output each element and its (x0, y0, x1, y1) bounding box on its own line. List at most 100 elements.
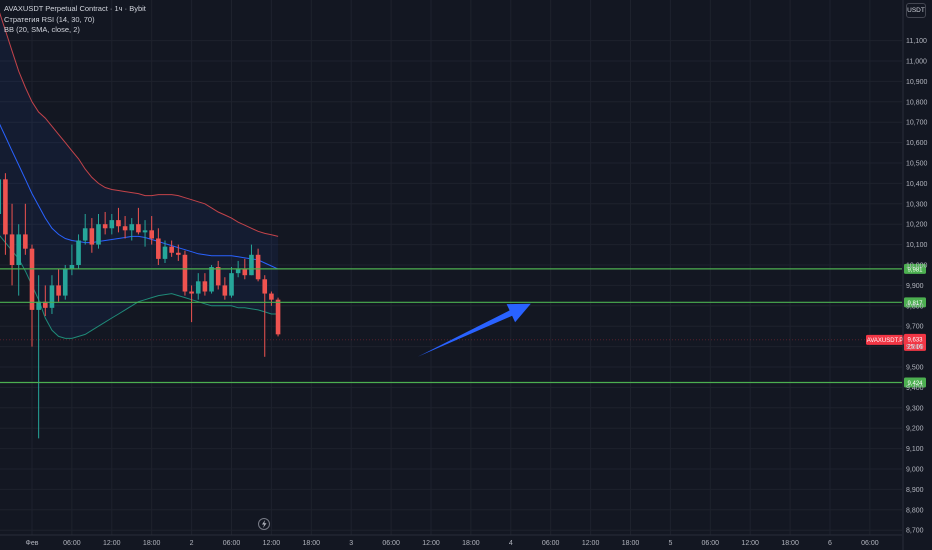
candle-body (176, 252, 181, 255)
price-tick-label: 10,200 (906, 222, 928, 229)
price-tick-label: 9,000 (906, 467, 924, 474)
time-tick-label: 06:00 (382, 540, 400, 547)
price-tick-label: 10,100 (906, 242, 928, 249)
candle-body (136, 224, 141, 233)
candle-body (122, 226, 128, 231)
candle (182, 250, 188, 296)
level-price-tag[interactable] (904, 377, 926, 388)
time-tick-label: 12:00 (103, 540, 121, 547)
candle (56, 269, 61, 302)
candle-body (162, 246, 168, 259)
candle-body (149, 230, 154, 239)
price-tick-label: 11,100 (906, 38, 927, 45)
bollinger-basis-line (0, 123, 279, 270)
time-tick-label: 06:00 (542, 540, 560, 547)
candle-body (96, 224, 101, 245)
bollinger-lower-line (0, 235, 279, 339)
candle-body (69, 265, 75, 270)
candle-body (169, 246, 174, 253)
candle (89, 218, 95, 253)
candle (255, 248, 261, 282)
time-tick-label: 18:00 (303, 540, 321, 547)
time-tick-label: 06:00 (223, 540, 241, 547)
candle (9, 203, 15, 286)
candle-body (242, 269, 248, 276)
candle (169, 240, 174, 257)
price-tick-label: 9,500 (906, 365, 924, 372)
candle (229, 267, 234, 298)
candle-body (129, 224, 135, 231)
candle (76, 234, 81, 270)
lightning-icon[interactable] (258, 518, 270, 530)
arrow-shape[interactable] (417, 303, 531, 357)
candle-body (189, 291, 194, 294)
time-tick-label: 12:00 (741, 540, 759, 547)
price-tick-label: 10,300 (906, 201, 928, 208)
time-tick-label: 06:00 (861, 540, 879, 547)
candle (222, 277, 228, 300)
candle-body (56, 285, 61, 296)
candle (29, 244, 35, 347)
symbol-tag[interactable] (866, 334, 904, 345)
candle-body (202, 281, 208, 292)
candle-body (156, 238, 161, 259)
price-tick-label: 9,800 (906, 303, 924, 310)
candle (149, 216, 154, 245)
candle (43, 285, 48, 316)
indicator-rsi-strategy[interactable]: Стратегия RSI (14, 30, 70) (4, 14, 95, 24)
time-tick-label: 12:00 (422, 540, 440, 547)
level-price-tag[interactable] (904, 263, 926, 274)
candle (136, 207, 141, 235)
candle (129, 218, 135, 241)
candle-body (195, 281, 201, 294)
grid-lines (0, 0, 902, 535)
price-tick-label: 8,900 (906, 487, 924, 494)
candle-body (49, 285, 55, 308)
currency-button[interactable]: USDT (906, 3, 926, 18)
arrow-annotation[interactable] (417, 303, 531, 357)
level-price-tag[interactable] (904, 297, 926, 308)
price-tick-label: 9,900 (906, 283, 924, 290)
time-tick-label: 06:00 (63, 540, 81, 547)
time-tick-label: 12:00 (263, 540, 281, 547)
time-tick-label: 5 (668, 540, 672, 547)
time-tick-label: 2 (190, 540, 194, 547)
bollinger-fill (0, 13, 279, 339)
price-tick-label: 8,700 (906, 528, 924, 535)
time-tick-label: 06:00 (702, 540, 720, 547)
candle-body (43, 301, 48, 308)
price-tick-label: 10,600 (906, 140, 928, 147)
candle (262, 275, 268, 357)
symbol-title[interactable]: AVAXUSDT Perpetual Contract · 1ч · Bybit (4, 4, 146, 13)
candle (162, 240, 168, 263)
current-price-label: 9,633 (907, 337, 923, 343)
price-tick-label: 10,700 (906, 120, 928, 127)
candle (142, 220, 148, 247)
candle-body (9, 234, 15, 265)
price-tick-label: 11,000 (906, 59, 927, 66)
candle (209, 265, 214, 294)
price-tick-label: 10,900 (906, 79, 928, 86)
time-tick-label: 18:00 (781, 540, 799, 547)
candle (49, 275, 55, 314)
level-price-label: 9,981 (907, 267, 923, 273)
chart-legend: AVAXUSDT Perpetual Contract · 1ч · Bybit… (4, 4, 146, 36)
price-tick-label: 8,800 (906, 507, 924, 514)
candle-body (249, 254, 254, 276)
candle (109, 214, 115, 235)
candle (202, 273, 208, 296)
current-price-tag[interactable] (904, 333, 926, 351)
candle-body (275, 299, 281, 335)
time-tick-label: 12:00 (582, 540, 600, 547)
candle-body (62, 269, 68, 296)
candle-body (23, 234, 28, 249)
candle-body (116, 220, 121, 227)
indicator-bollinger[interactable]: BB (20, SMA, close, 2) (4, 25, 80, 34)
candle (195, 273, 201, 300)
candle (275, 297, 281, 337)
candle-body (269, 293, 274, 300)
candle (269, 291, 274, 306)
candle (16, 224, 21, 296)
